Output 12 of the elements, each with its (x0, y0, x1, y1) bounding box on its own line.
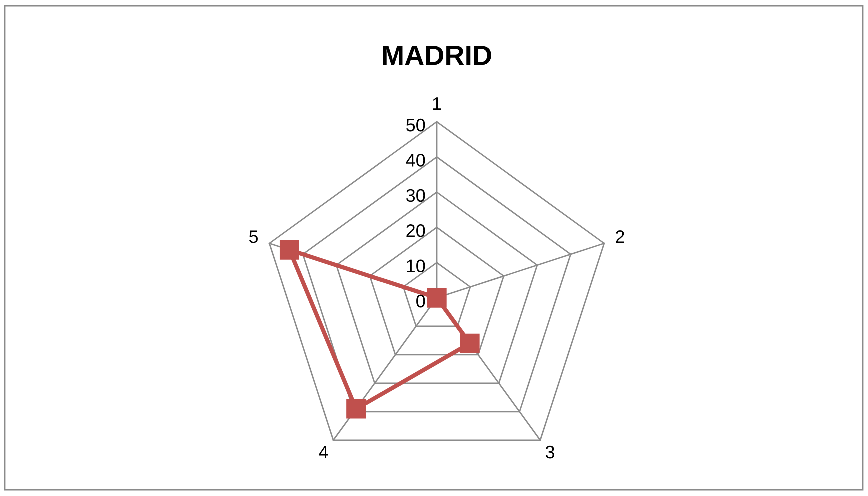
spoke-label: 1 (433, 98, 442, 110)
spoke-label: 5 (249, 230, 258, 244)
spoke-label: 2 (616, 230, 624, 244)
y-tick-label: 10 (407, 260, 426, 273)
y-tick-label: 50 (406, 118, 426, 132)
spoke-label: 3 (546, 446, 554, 459)
y-tick-label: 0 (416, 294, 426, 308)
chart-title: MADRID (383, 46, 492, 66)
y-tick-label: 20 (406, 224, 426, 238)
y-tick-label: 40 (406, 154, 426, 167)
y-tick-label: 30 (406, 189, 426, 202)
spoke-label: 4 (319, 446, 328, 459)
